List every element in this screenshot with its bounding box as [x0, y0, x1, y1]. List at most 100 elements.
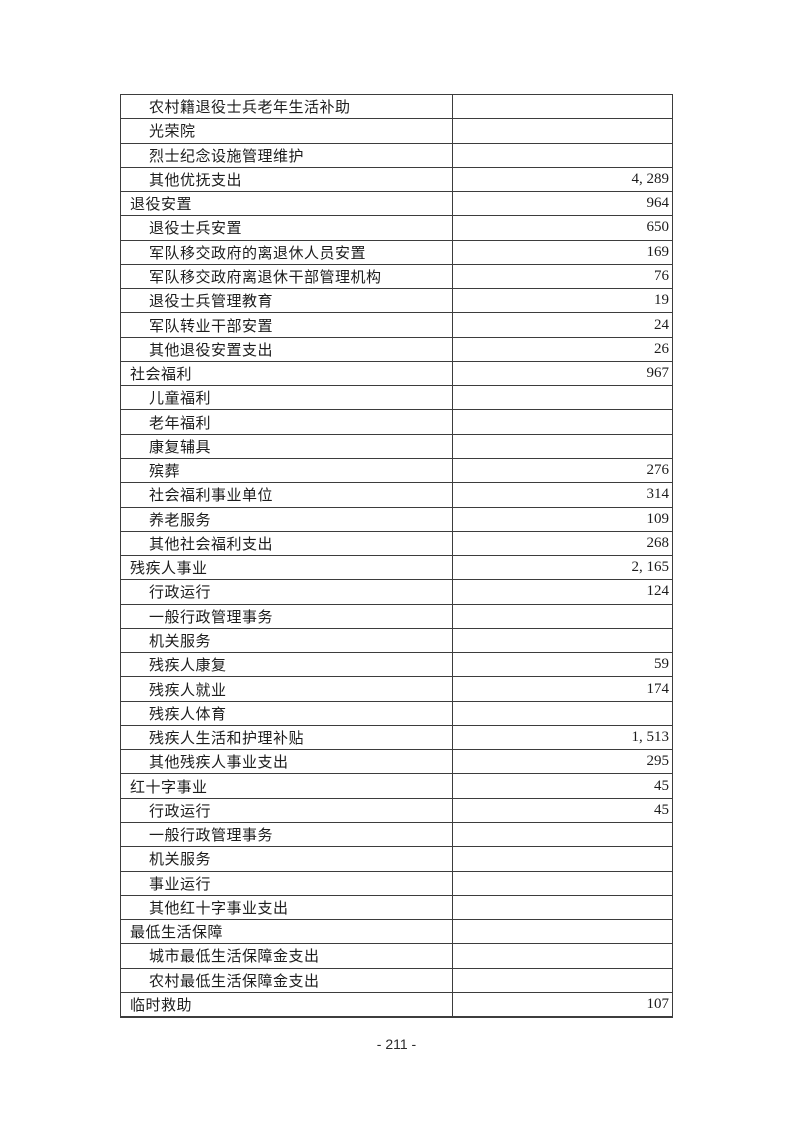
row-amount-value: 107 — [646, 995, 670, 1012]
row-item-label: 红十字事业 — [121, 774, 453, 798]
row-amount-value — [453, 896, 672, 919]
row-item-label: 残疾人生活和护理补贴 — [121, 725, 453, 750]
row-amount-value: 19 — [654, 292, 669, 309]
row-amount-value — [453, 847, 672, 870]
row-item-label: 农村籍退役士兵老年生活补助 — [121, 95, 453, 119]
row-item-label: 社会福利事业单位 — [121, 483, 453, 507]
table-row: 残疾人生活和护理补贴 1, 513 — [121, 725, 672, 751]
row-amount-value: 2, 165 — [631, 559, 670, 576]
table-row: 行政运行 124 — [121, 580, 672, 605]
row-amount-value: 314 — [646, 486, 670, 503]
row-item-label: 行政运行 — [121, 798, 453, 822]
row-item-label: 其他优抚支出 — [121, 167, 453, 192]
table-row: 养老服务 109 — [121, 507, 672, 532]
row-amount-value — [453, 95, 672, 118]
table-row: 行政运行 45 — [121, 798, 672, 823]
table-row: 退役士兵管理教育 19 — [121, 289, 672, 314]
row-amount-value: 109 — [646, 510, 670, 527]
row-amount-value — [453, 702, 672, 725]
table-row: 最低生活保障 — [121, 920, 672, 945]
table-row: 其他红十字事业支出 — [121, 895, 672, 921]
table-row: 临时救助 107 — [121, 992, 672, 1018]
row-item-label: 城市最低生活保障金支出 — [121, 944, 453, 968]
budget-table: 农村籍退役士兵老年生活补助 光荣院 烈士纪念设施管理维护 其他优抚支出 4, 2… — [120, 94, 673, 1019]
row-item-label: 养老服务 — [121, 507, 453, 531]
row-item-label: 行政运行 — [121, 580, 453, 604]
row-item-label: 残疾人就业 — [121, 677, 453, 701]
table-row: 残疾人事业 2, 165 — [121, 556, 672, 581]
row-item-label: 残疾人体育 — [121, 701, 453, 725]
table-row: 其他优抚支出 4, 289 — [121, 167, 672, 193]
table-row: 其他残疾人事业支出 295 — [121, 750, 672, 775]
table-row: 老年福利 — [121, 410, 672, 435]
row-item-label: 康复辅具 — [121, 434, 453, 458]
row-item-label: 儿童福利 — [121, 386, 453, 410]
row-item-label: 殡葬 — [121, 458, 453, 483]
row-amount-value: 76 — [654, 267, 669, 284]
row-item-label: 社会福利 — [121, 361, 453, 386]
row-amount-value — [453, 969, 672, 992]
table-row: 残疾人就业 174 — [121, 677, 672, 702]
table-row: 军队移交政府的离退休人员安置 169 — [121, 240, 672, 265]
table-row: 机关服务 — [121, 628, 672, 654]
row-amount-value — [453, 410, 672, 433]
row-amount-value — [453, 386, 672, 409]
row-amount-value: 169 — [646, 243, 670, 260]
table-row: 退役安置 964 — [121, 192, 672, 217]
row-amount-value: 295 — [646, 753, 670, 770]
table-row: 光荣院 — [121, 119, 672, 144]
page-number: - 211 - — [376, 1036, 417, 1052]
row-item-label: 残疾人康复 — [121, 653, 453, 677]
row-amount-value: 964 — [646, 195, 670, 212]
table-row: 康复辅具 — [121, 434, 672, 459]
table-row: 农村最低生活保障金支出 — [121, 968, 672, 993]
table-row: 一般行政管理事务 — [121, 822, 672, 848]
row-item-label: 军队转业干部安置 — [121, 313, 453, 337]
row-amount-value — [453, 605, 672, 628]
row-amount-value: 45 — [654, 777, 669, 794]
table-row: 农村籍退役士兵老年生活补助 — [121, 95, 672, 120]
row-amount-value — [453, 920, 672, 943]
table-row: 其他退役安置支出 26 — [121, 337, 672, 362]
row-amount-value — [453, 435, 672, 458]
row-amount-value — [453, 119, 672, 142]
row-item-label: 一般行政管理事务 — [121, 604, 453, 628]
row-amount-value: 276 — [646, 462, 670, 479]
table-row: 社会福利 967 — [121, 361, 672, 387]
table-row: 军队移交政府离退休干部管理机构 76 — [121, 264, 672, 290]
row-amount-value: 4, 289 — [631, 170, 670, 187]
row-item-label: 军队移交政府离退休干部管理机构 — [121, 264, 453, 289]
table-row: 红十字事业 45 — [121, 774, 672, 799]
table-row: 城市最低生活保障金支出 — [121, 944, 672, 969]
row-amount-value: 268 — [646, 534, 670, 551]
row-amount-value — [453, 944, 672, 967]
table-row: 军队转业干部安置 24 — [121, 313, 672, 338]
table-row: 儿童福利 — [121, 386, 672, 411]
row-amount-value: 967 — [646, 365, 670, 382]
row-amount-value: 124 — [646, 583, 670, 600]
row-amount-value — [453, 823, 672, 846]
row-amount-value: 45 — [654, 801, 669, 818]
row-item-label: 残疾人事业 — [121, 556, 453, 580]
row-item-label: 其他红十字事业支出 — [121, 895, 453, 920]
row-item-label: 烈士纪念设施管理维护 — [121, 143, 453, 167]
table-row: 退役士兵安置 650 — [121, 216, 672, 241]
row-item-label: 其他社会福利支出 — [121, 531, 453, 556]
row-amount-value — [453, 144, 672, 167]
row-item-label: 机关服务 — [121, 628, 453, 653]
row-amount-value: 174 — [646, 680, 670, 697]
row-item-label: 临时救助 — [121, 992, 453, 1017]
table-row: 烈士纪念设施管理维护 — [121, 143, 672, 168]
row-item-label: 最低生活保障 — [121, 920, 453, 944]
row-item-label: 事业运行 — [121, 871, 453, 895]
row-item-label: 军队移交政府的离退休人员安置 — [121, 240, 453, 264]
row-amount-value: 1, 513 — [631, 729, 670, 746]
row-item-label: 其他退役安置支出 — [121, 337, 453, 361]
row-item-label: 老年福利 — [121, 410, 453, 434]
row-item-label: 退役安置 — [121, 192, 453, 216]
row-amount-value: 59 — [654, 656, 669, 673]
row-item-label: 一般行政管理事务 — [121, 822, 453, 847]
row-item-label: 其他残疾人事业支出 — [121, 750, 453, 774]
table-row: 机关服务 — [121, 847, 672, 872]
